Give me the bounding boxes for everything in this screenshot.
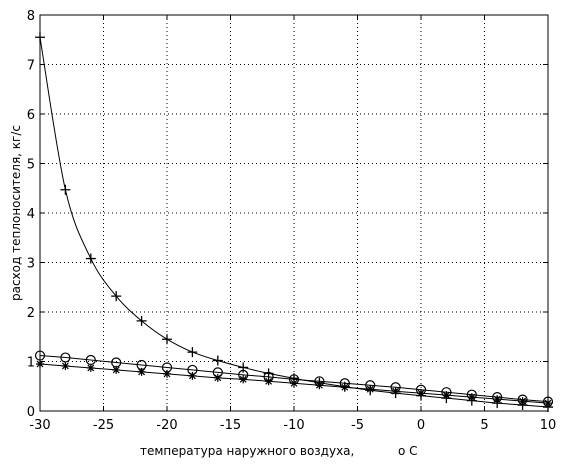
x-tick-label: -5 [351, 418, 364, 433]
data-point-star [213, 373, 222, 382]
data-point-star [239, 375, 248, 384]
x-tick-label: 5 [480, 418, 488, 433]
data-point-star [264, 377, 273, 386]
data-point-star [467, 393, 476, 402]
data-point-star [391, 387, 400, 396]
series-layer [34, 32, 554, 413]
tick-marks [39, 14, 549, 412]
data-point-plus [187, 347, 198, 358]
y-tick-label: 5 [27, 158, 35, 173]
data-point-plus [60, 184, 71, 195]
x-tick-label: -25 [93, 418, 114, 433]
y-tick-labels: 0 1 2 3 4 5 6 7 8 [27, 9, 35, 420]
x-axis-unit: o C [398, 444, 418, 458]
data-point-star [340, 383, 349, 392]
data-point-star [518, 397, 527, 406]
grid-lines [40, 15, 548, 411]
data-point-star [112, 365, 121, 374]
series-line-plus [39, 37, 549, 408]
x-tick-label: -10 [283, 418, 304, 433]
data-point-star [417, 389, 425, 398]
data-point-plus [162, 334, 172, 345]
y-tick-label: 6 [27, 108, 35, 123]
data-point-star [493, 395, 502, 404]
data-point-plus [111, 291, 122, 302]
y-tick-label: 3 [27, 257, 35, 272]
x-tick-label: 10 [540, 418, 557, 433]
y-tick-label: 0 [27, 405, 35, 420]
x-axis-label-text: температура наружного воздуха, [140, 444, 354, 458]
data-point-star [366, 385, 375, 394]
data-point-plus [212, 355, 223, 366]
x-tick-label: -20 [156, 418, 177, 433]
x-tick-labels: -30 -25 -20 -15 -10 -5 0 5 10 [29, 418, 556, 433]
data-point-star [188, 371, 197, 380]
series-star [36, 359, 552, 408]
y-tick-label: 4 [27, 207, 35, 222]
data-point-star [442, 391, 451, 400]
data-point-star [86, 363, 95, 372]
data-point-star [61, 361, 70, 370]
data-point-star [163, 369, 171, 378]
y-axis-label: расход теплоносителя, кг/с [9, 125, 23, 301]
data-point-plus [85, 253, 96, 264]
y-tick-label: 7 [27, 59, 35, 74]
data-point-star [290, 379, 298, 388]
data-point-star [137, 367, 146, 376]
x-tick-label: 0 [417, 418, 425, 433]
y-tick-label: 2 [27, 306, 35, 321]
y-tick-label: 1 [27, 356, 35, 371]
y-tick-label: 8 [27, 9, 35, 24]
data-point-star [315, 381, 324, 390]
x-tick-label: -30 [29, 418, 50, 433]
x-axis-label: температура наружного воздуха, [140, 444, 354, 458]
x-tick-label: -15 [220, 418, 241, 433]
data-point-plus [136, 315, 147, 326]
